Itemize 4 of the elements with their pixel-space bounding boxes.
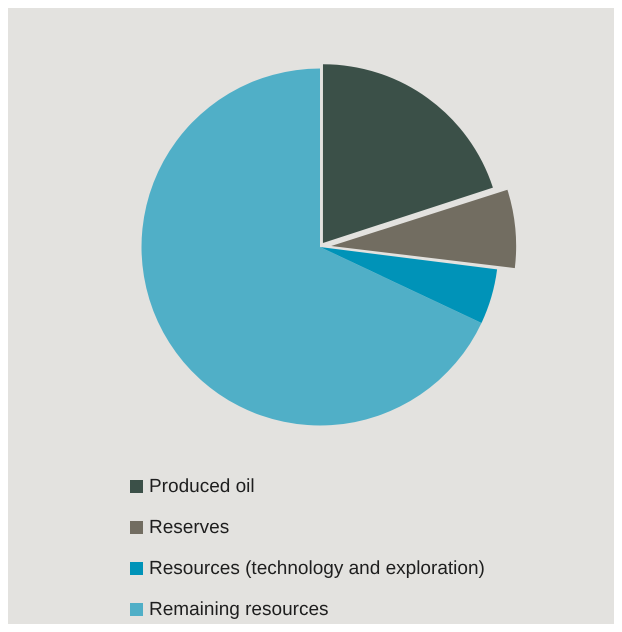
legend-label: Reserves <box>149 516 230 538</box>
legend-label: Produced oil <box>149 476 255 498</box>
legend-label: Resources (technology and exploration) <box>149 558 485 580</box>
legend-label: Remaining resources <box>149 598 329 620</box>
